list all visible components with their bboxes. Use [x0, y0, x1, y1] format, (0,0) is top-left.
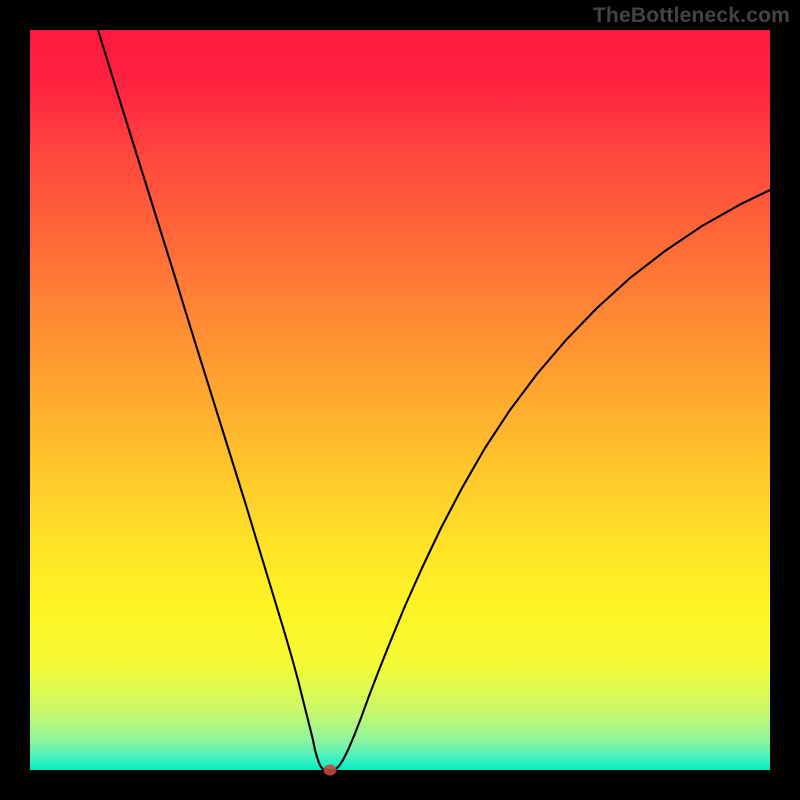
chart-container: { "watermark": { "text": "TheBottleneck.… — [0, 0, 800, 800]
gradient-background — [30, 30, 770, 770]
chart-svg — [0, 0, 800, 800]
curve-minimum-marker — [324, 765, 337, 776]
